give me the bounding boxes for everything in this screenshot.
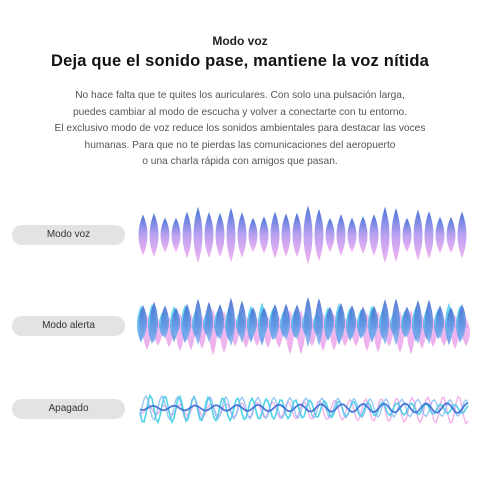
wave-bar [216,304,224,340]
wave-bar [370,305,378,339]
wave-bar [424,211,434,259]
wave-bar [348,305,356,339]
wave-bar [325,217,335,253]
wave-bar [425,299,433,345]
wave-bar [205,301,213,343]
wave-bar [303,205,313,265]
wave-bar [204,212,214,258]
wave-bar [139,304,147,340]
paragraph: No hace falta que te quites los auricula… [0,88,480,171]
wave-bar [458,304,466,340]
wave-bar [413,209,423,261]
wave-bar [314,208,324,262]
eyebrow: Modo voz [212,34,268,48]
wave-bar [347,217,357,253]
wave-bar [260,307,268,337]
wave-bar [215,212,225,258]
wave-bar [447,307,455,337]
wave-bar [292,212,302,258]
paragraph-line: El exclusivo modo de voz reduce los soni… [54,123,426,135]
wave-bar [391,207,401,263]
mode-pill[interactable]: Apagado [12,399,125,419]
paragraph-line: o una charla rápida con amigos que pasan… [142,156,338,168]
wave-line [139,402,469,414]
wave-bar [358,216,368,254]
wave-bar [193,206,203,264]
wave-bar [446,217,456,253]
wave-bar [381,299,389,345]
wave-bar [304,296,312,348]
wave-bar [336,214,346,256]
wave-bar [359,306,367,338]
wave-bar [150,301,158,343]
mode-pill[interactable]: Modo voz [12,225,125,245]
wave-bar [183,303,191,341]
wave-bar [435,216,445,254]
wave-bar [392,298,400,346]
wave-bar [248,217,258,253]
wave-bar [182,211,192,259]
wave-bar [337,303,345,341]
mode-pill[interactable]: Modo alerta [12,316,125,336]
paragraph-line: No hace falta que te quites los auricula… [75,90,405,101]
wave-bar [457,211,467,259]
wave-bar [138,214,148,256]
wave-bar [238,300,246,344]
wave-bar [226,207,236,263]
wave-bar [259,216,269,254]
wave-bar [249,307,257,337]
paragraph-line: puedes cambiar al modo de escucha y volv… [72,106,408,118]
wave-bar [369,214,379,256]
wave-bar [161,305,169,339]
wave-bar [403,306,411,338]
wave-bar [315,298,323,346]
wave-bar [282,303,290,341]
wave-bar [293,304,301,340]
paragraph-line: humanas. Para que no te pierdas las comu… [84,139,396,151]
wave-bar [194,298,202,346]
wave-bar [270,211,280,259]
wave-bar [171,217,181,253]
wave-bar [414,299,422,345]
wave-line [139,394,469,422]
wave-bar [326,306,334,338]
wave-bar [436,305,444,339]
wave-bar [160,217,170,253]
wave-bar [227,297,235,347]
wave-bar [271,303,279,341]
wave-bar [149,213,159,257]
wave-bar [237,212,247,258]
wave-bar [172,307,180,337]
wave-bar [380,206,390,264]
title: Deja que el sonido pase, mantiene la voz… [51,52,429,70]
wave-bar [402,217,412,253]
wave-bar [281,213,291,257]
